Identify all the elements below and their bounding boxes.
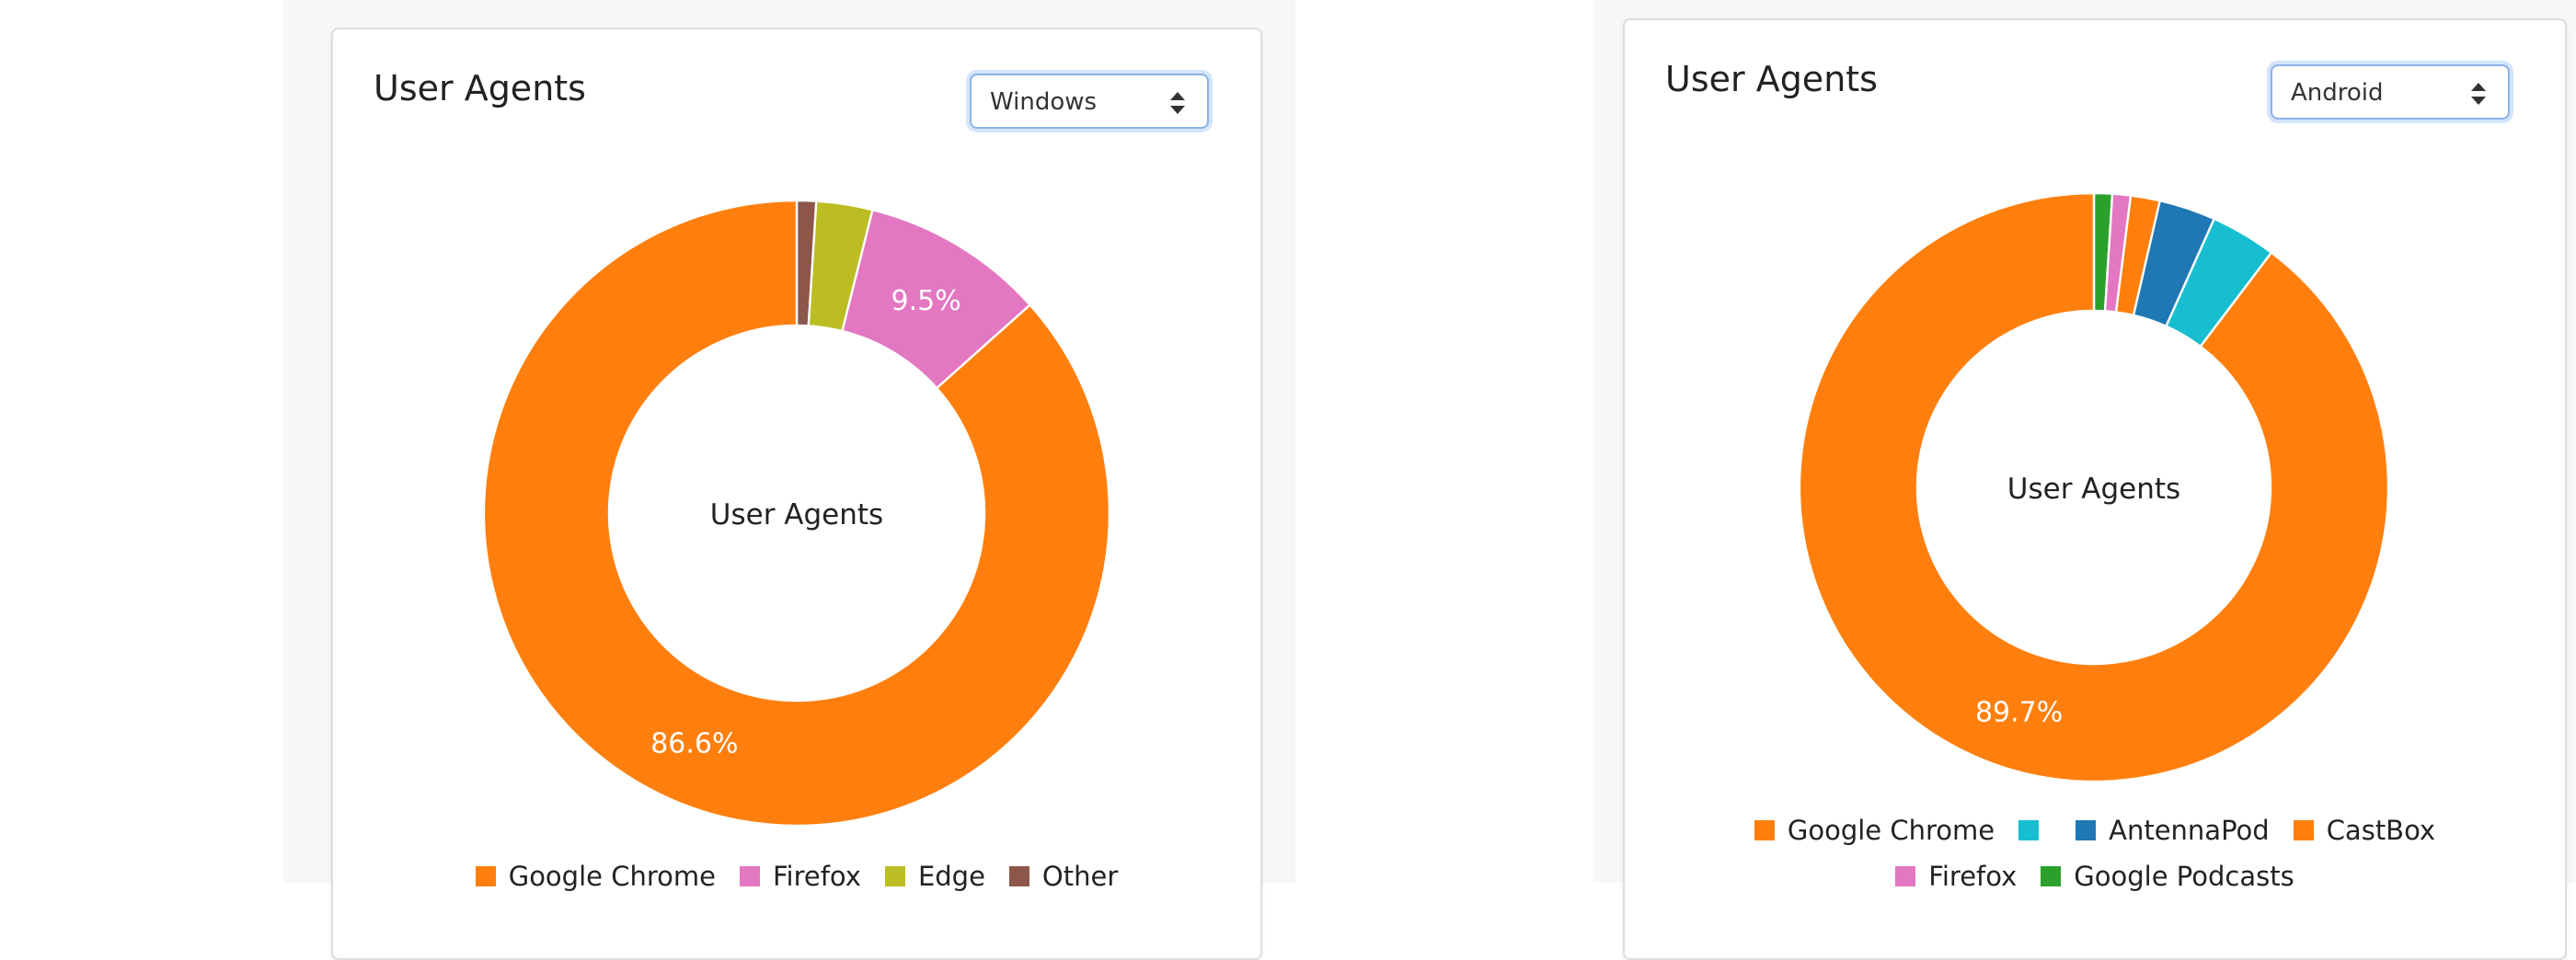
- legend-swatch: [1754, 820, 1775, 840]
- platform-select-value: Windows: [990, 88, 1098, 116]
- user-agents-donut-chart: 9.5% 86.6% User Agents: [482, 199, 1111, 828]
- platform-select-value: Android: [2291, 79, 2384, 107]
- legend-label: Firefox: [1928, 861, 2018, 892]
- legend-item-antennapod[interactable]: AntennaPod: [2076, 813, 2270, 848]
- donut-center-label: User Agents: [710, 498, 883, 531]
- dashboard: User Agents Windows 9.5% 86.6% User Agents…: [283, 0, 2576, 960]
- data-label-google-chrome: 86.6%: [650, 727, 738, 760]
- legend-swatch: [2041, 866, 2062, 886]
- legend-label: Google Chrome: [508, 861, 716, 892]
- legend-swatch: [2076, 820, 2097, 840]
- legend-swatch: [2293, 820, 2314, 840]
- legend-swatch: [1008, 866, 1029, 886]
- legend-item-firefox[interactable]: Firefox: [1895, 859, 2017, 894]
- platform-select[interactable]: Windows: [970, 74, 1209, 129]
- donut-center-label: User Agents: [2007, 473, 2180, 506]
- data-label-firefox: 9.5%: [891, 285, 961, 317]
- legend-label: Google Chrome: [1787, 815, 1995, 846]
- user-agents-card-windows: User Agents Windows 9.5% 86.6% User Agents…: [331, 28, 1262, 960]
- legend-item-firefox[interactable]: Firefox: [739, 859, 861, 894]
- data-label-google-chrome: 89.7%: [1975, 697, 2063, 729]
- card-title: User Agents: [1665, 59, 1878, 99]
- legend-swatch: [2018, 820, 2040, 840]
- legend-swatch: [475, 866, 496, 886]
- legend-item-castbox[interactable]: CastBox: [2293, 813, 2436, 848]
- legend-item-google-chrome[interactable]: Google Chrome: [1754, 813, 1995, 848]
- donut-slice-google-chrome[interactable]: [482, 199, 1111, 828]
- legend-item-google-chrome[interactable]: Google Chrome: [475, 859, 716, 894]
- legend-label: Other: [1041, 861, 1119, 892]
- chart-legend: Google Chrome Firefox Edge Other: [333, 859, 1260, 894]
- sort-caret-icon: [1170, 92, 1185, 114]
- sort-caret-icon: [2471, 83, 2486, 105]
- legend-item-edge[interactable]: Edge: [884, 859, 985, 894]
- user-agents-donut-chart: 89.7% User Agents: [1798, 191, 2390, 783]
- legend-swatch: [739, 866, 760, 886]
- legend-label: CastBox: [2326, 815, 2436, 846]
- legend-label: Google Podcasts: [2074, 861, 2294, 892]
- legend-swatch: [884, 866, 905, 886]
- card-title: User Agents: [374, 68, 586, 109]
- legend-item-other[interactable]: Other: [1008, 859, 1119, 894]
- right-panel: User Agents Android 89.7% User Agents Goo…: [1593, 0, 2576, 960]
- legend-swatch: [1895, 866, 1916, 886]
- left-panel: User Agents Windows 9.5% 86.6% User Agents…: [283, 0, 1295, 960]
- legend-label: AntennaPod: [2109, 815, 2270, 846]
- chart-legend: Google Chrome AntennaPod CastBox Firefox Goo…: [1625, 813, 2565, 894]
- donut-slice-google-chrome[interactable]: [1798, 191, 2390, 783]
- platform-select[interactable]: Android: [2271, 64, 2510, 120]
- legend-item-unlabeled-1[interactable]: [2018, 813, 2052, 848]
- user-agents-card-android: User Agents Android 89.7% User Agents Goo…: [1623, 18, 2567, 960]
- legend-item-google-podcasts[interactable]: Google Podcasts: [2041, 859, 2294, 894]
- legend-label: Firefox: [772, 861, 861, 892]
- legend-label: Edge: [917, 861, 985, 892]
